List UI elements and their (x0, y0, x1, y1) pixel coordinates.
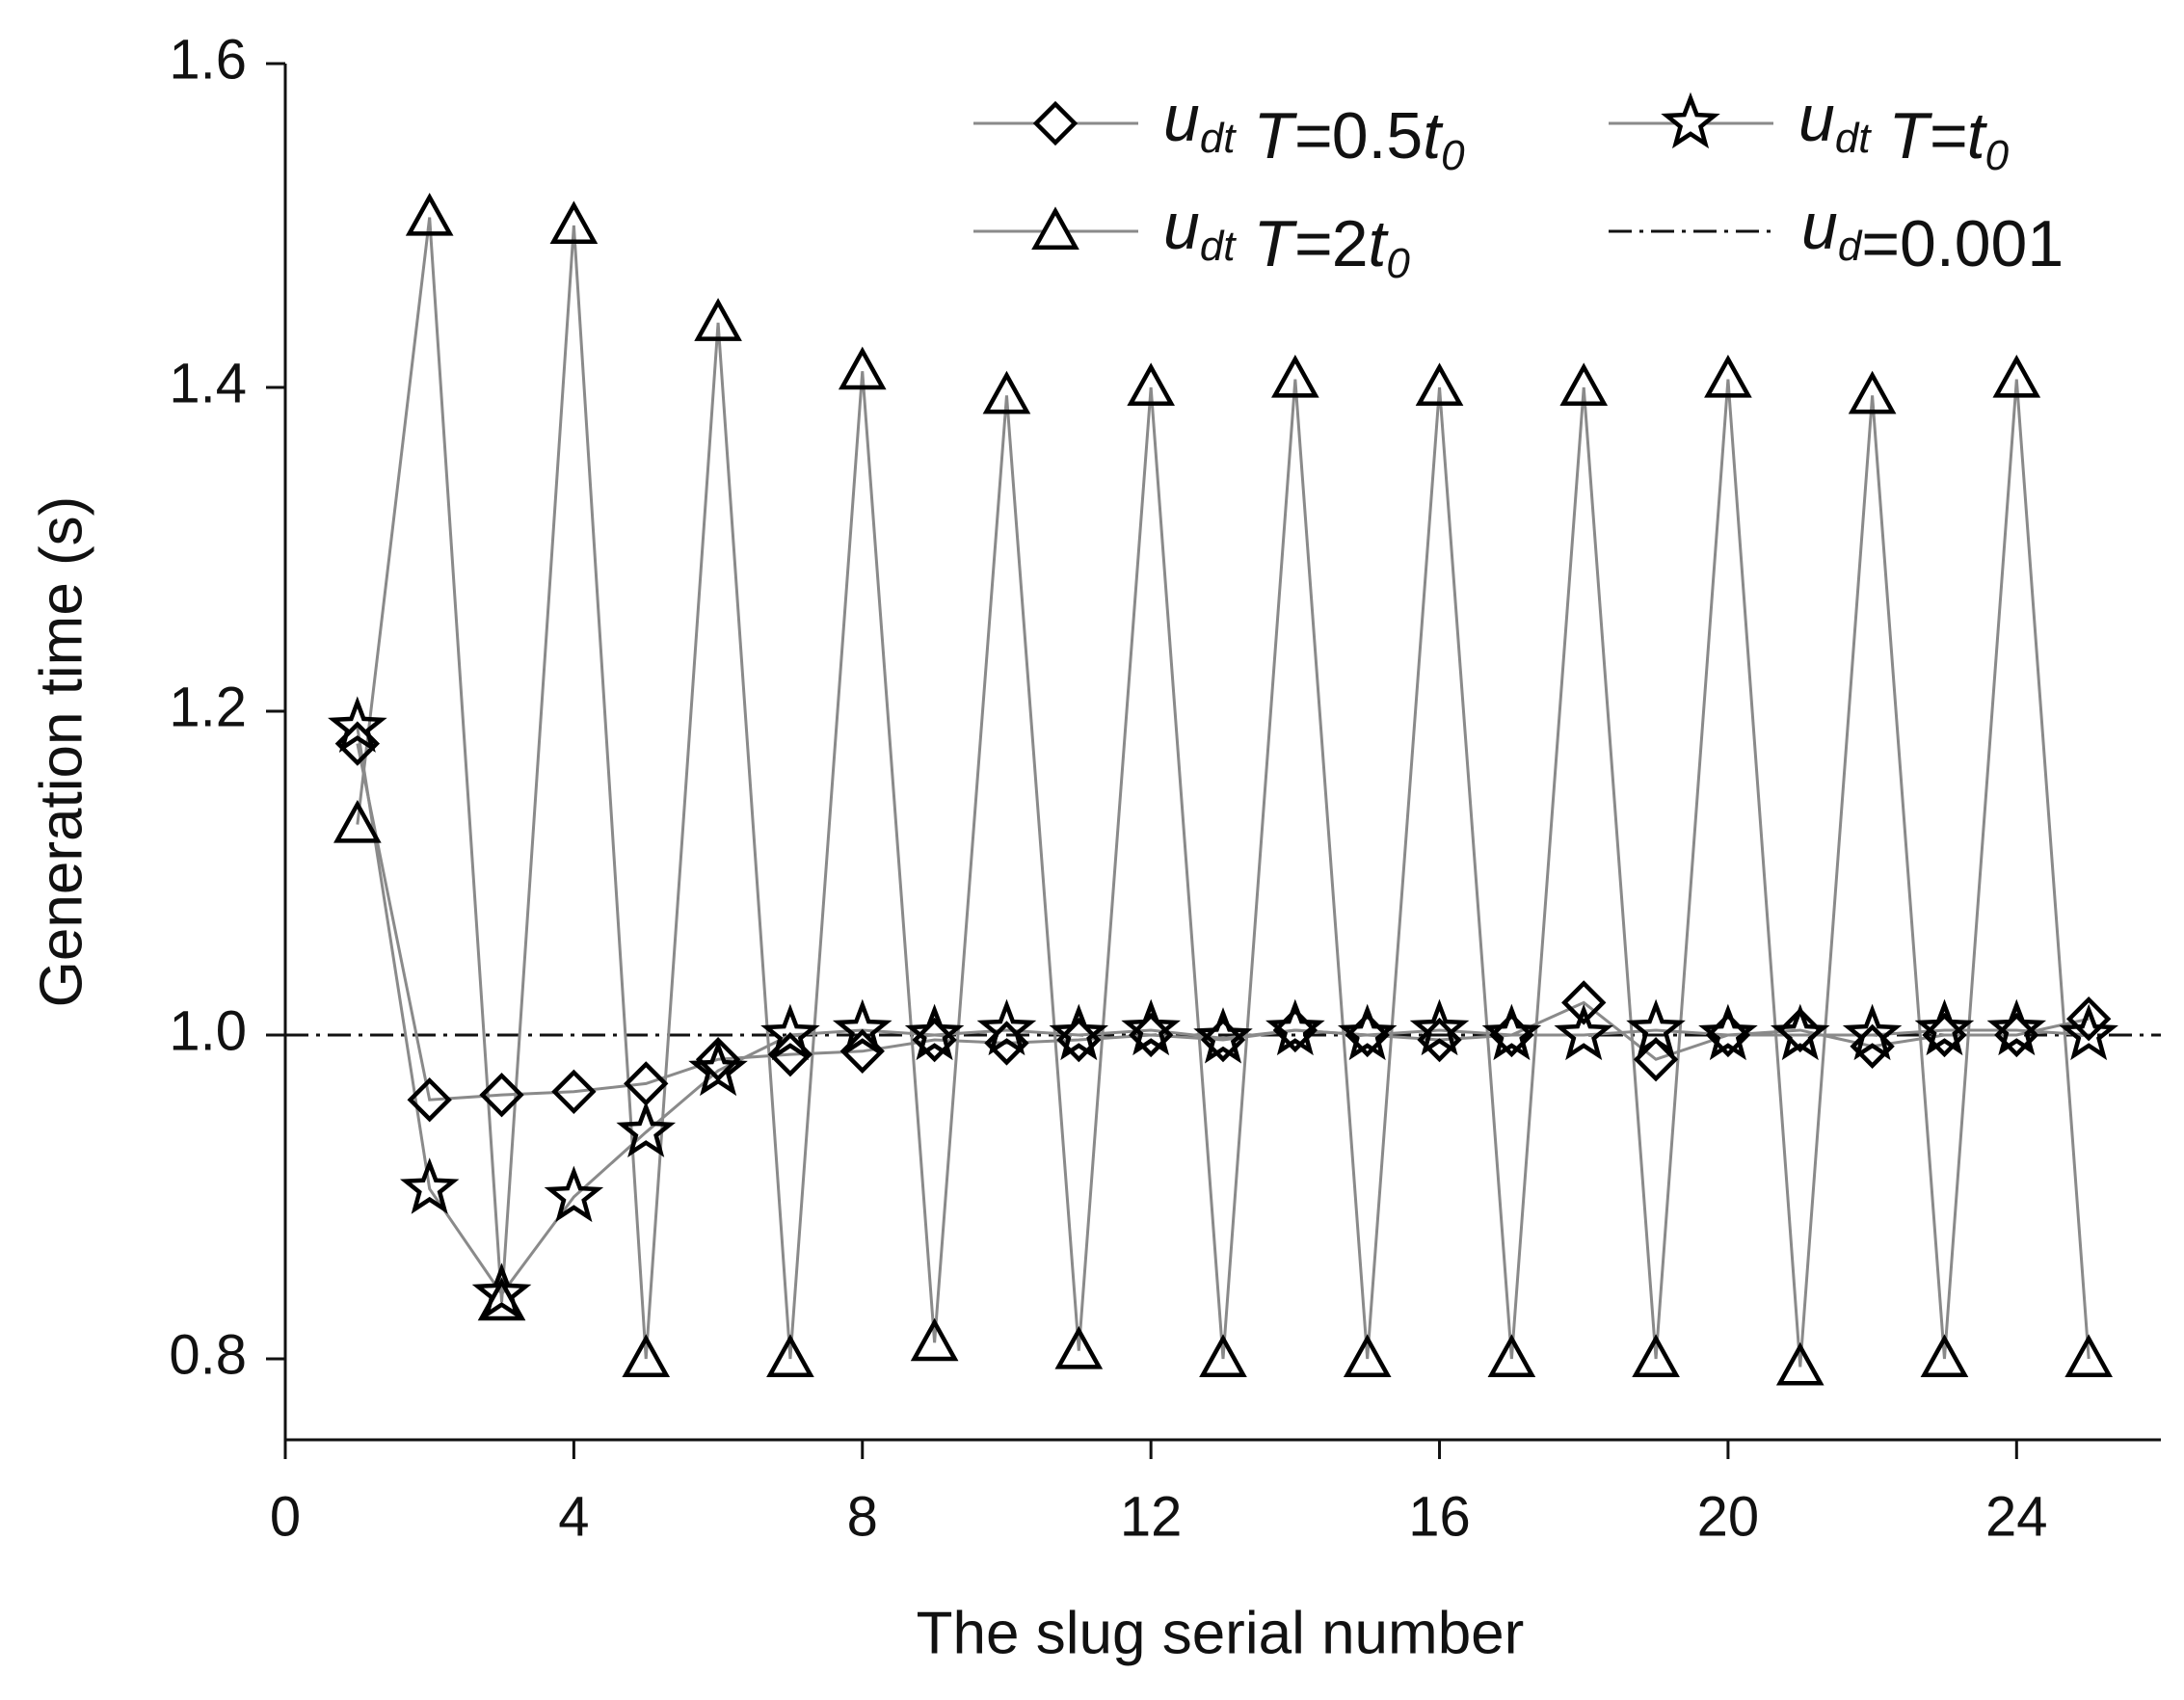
marker (2065, 996, 2112, 1042)
legend-marker (1661, 92, 1720, 149)
x-tick-label: 8 (847, 1485, 878, 1548)
marker (1986, 998, 2047, 1056)
marker (399, 1157, 460, 1214)
marker (1409, 998, 1470, 1056)
marker (1777, 1007, 1823, 1053)
marker (694, 298, 742, 341)
series-line (356, 743, 2090, 1102)
legend-label: udt T=2t0 (1163, 190, 1410, 287)
marker (1554, 1003, 1614, 1061)
marker (1481, 1003, 1542, 1061)
x-tick-label: 24 (1985, 1485, 2048, 1548)
marker (1992, 354, 2041, 398)
legend-label: udt T=t0 (1798, 82, 2010, 179)
marker (1487, 1334, 1536, 1378)
marker (1632, 1334, 1680, 1378)
marker (766, 1334, 814, 1378)
marker (1698, 1003, 1758, 1061)
marker (1775, 1341, 1824, 1386)
marker (1626, 998, 1686, 1056)
marker (1704, 354, 1752, 398)
marker (832, 998, 892, 1056)
marker (1914, 998, 1975, 1056)
marker (1842, 1003, 1903, 1061)
marker (2059, 1003, 2118, 1061)
y-tick-label: 1.0 (169, 999, 247, 1062)
marker (1415, 362, 1464, 407)
x-tick-label: 0 (270, 1485, 301, 1548)
marker (976, 998, 1037, 1056)
marker (1561, 980, 1607, 1025)
marker (616, 1101, 677, 1157)
marker (328, 696, 387, 753)
legend-marker (1031, 206, 1079, 251)
marker (471, 1262, 532, 1319)
y-tick-label: 1.2 (169, 676, 247, 738)
marker (1049, 1003, 1109, 1061)
marker (479, 1072, 524, 1118)
marker (549, 200, 599, 245)
marker (1199, 1334, 1247, 1378)
marker (1054, 1325, 1104, 1369)
marker (688, 1039, 748, 1097)
series-line (356, 727, 2090, 1297)
marker (333, 799, 382, 843)
marker (2064, 1334, 2113, 1378)
marker (838, 346, 887, 390)
marker (1193, 1007, 1253, 1064)
marker (622, 1334, 671, 1378)
marker (1850, 1023, 1895, 1069)
x-axis-title: The slug serial number (917, 1600, 1525, 1666)
legend-marker (1032, 100, 1079, 146)
x-tick-label: 20 (1697, 1485, 1760, 1548)
legend-label: ud=0.001 (1801, 190, 2064, 280)
marker (1337, 1003, 1398, 1061)
marker (1343, 1334, 1392, 1378)
marker (1265, 998, 1325, 1056)
marker (1271, 354, 1319, 398)
marker (695, 1037, 741, 1082)
y-tick-label: 0.8 (169, 1323, 247, 1386)
marker (551, 1069, 597, 1114)
x-tick-label: 4 (558, 1485, 589, 1548)
x-tick-label: 16 (1408, 1485, 1471, 1548)
x-tick-label: 12 (1120, 1485, 1183, 1548)
marker (1559, 362, 1609, 407)
marker (1848, 370, 1897, 414)
marker (1121, 998, 1181, 1056)
marker (1920, 1334, 1969, 1378)
marker (407, 1077, 452, 1123)
series-line (356, 217, 2091, 1368)
marker (477, 1277, 526, 1321)
marker (904, 1003, 965, 1061)
marker (910, 1317, 959, 1362)
marker (1633, 1037, 1679, 1082)
y-tick-label: 1.4 (169, 352, 247, 414)
y-tick-label: 1.6 (169, 28, 247, 91)
marker (1770, 1003, 1830, 1061)
marker (544, 1165, 604, 1223)
marker (1127, 362, 1175, 407)
marker (405, 192, 454, 236)
marker (760, 1003, 820, 1061)
marker (1200, 1017, 1246, 1063)
legend-label: udt T=0.5t0 (1163, 82, 1465, 179)
y-axis-title: Generation time (s) (28, 496, 94, 1008)
marker (982, 370, 1031, 414)
